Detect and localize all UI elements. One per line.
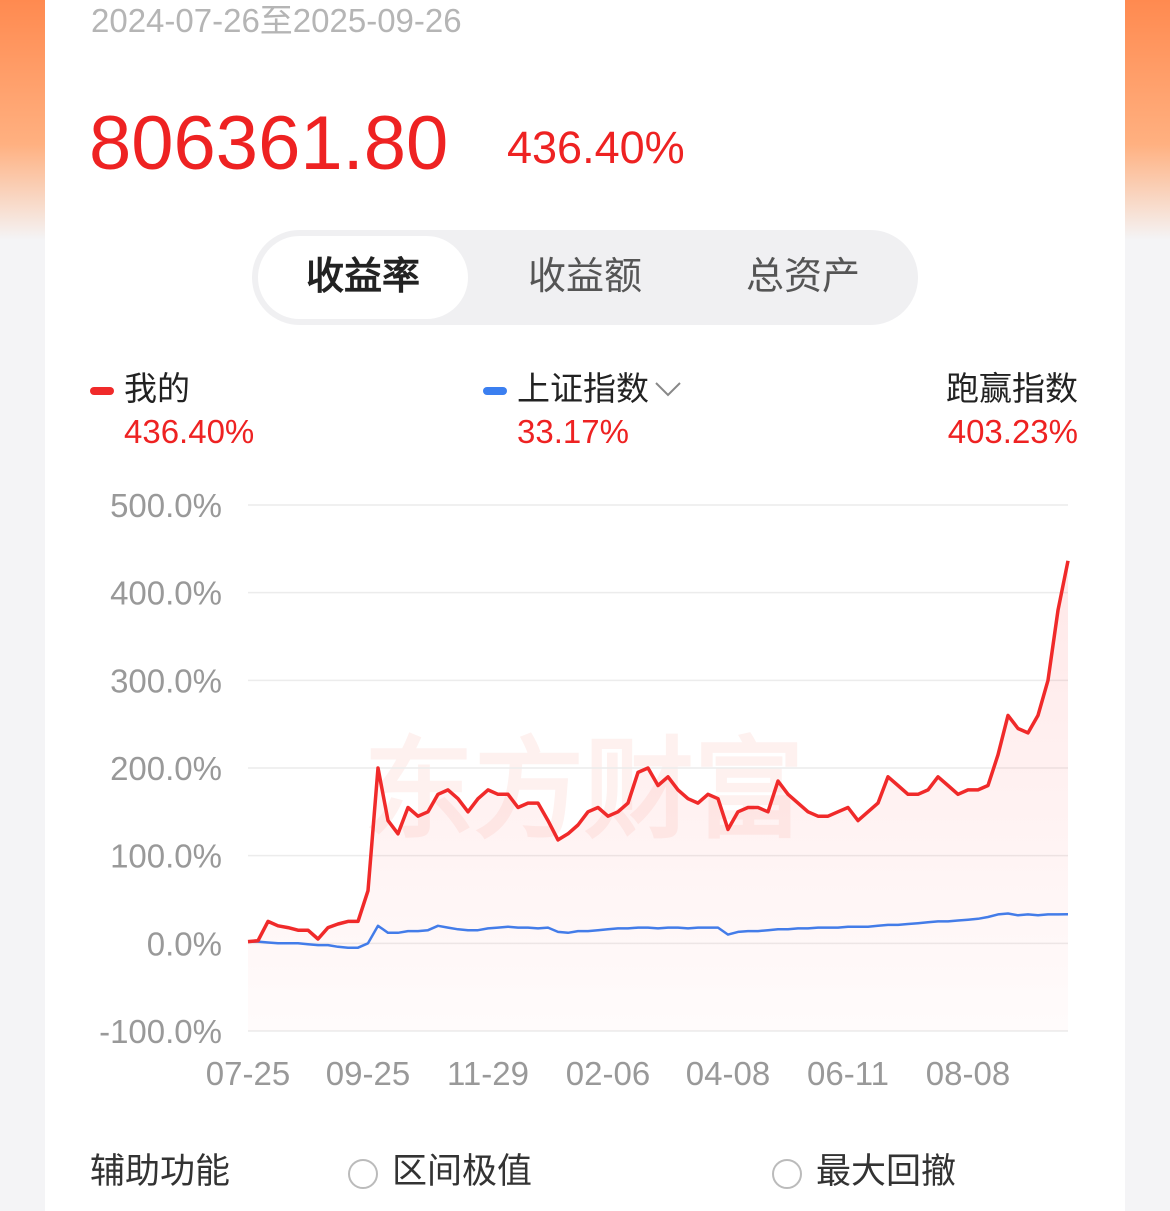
date-range: 2024-07-26至2025-09-26 (91, 2, 462, 39)
tab-bar: 收益率 收益额 总资产 (252, 230, 918, 325)
legend-excess: 跑赢指数 (946, 370, 1078, 407)
legend-mine: 我的 (90, 362, 190, 410)
total-assets: 806361.80 (89, 101, 449, 186)
legend-value: 436.40% (124, 413, 255, 450)
legend-label: 我的 (124, 370, 190, 407)
option-label: 区间极值 (392, 1152, 533, 1191)
option[interactable]: 最大回撤 (772, 1143, 956, 1194)
tab[interactable]: 收益额 (527, 256, 642, 298)
y-tick-label: 300.0% (110, 662, 222, 699)
tab[interactable]: 收益率 (258, 236, 468, 319)
side-decor (0, 0, 45, 240)
x-tick-label: 08-08 (926, 1055, 1010, 1092)
radio[interactable] (348, 1158, 378, 1189)
side-decor (1125, 0, 1170, 240)
total-return: 436.40% (507, 122, 685, 173)
legend-label: 上证指数 (517, 370, 649, 407)
aux-label: 辅助功能 (90, 1152, 231, 1191)
y-tick-label: 100.0% (110, 838, 222, 875)
radio[interactable] (772, 1158, 802, 1189)
legend-swatch (90, 387, 114, 396)
dropdown-icon (655, 382, 681, 397)
legend-index[interactable]: 上证指数 (483, 362, 681, 410)
legend-value: 33.17% (517, 413, 629, 450)
tab[interactable]: 总资产 (745, 256, 860, 298)
x-tick-label: 06-11 (807, 1055, 889, 1092)
line (247, 560, 1070, 944)
y-tick-label: -100.0% (99, 1013, 222, 1050)
y-tick-label: 500.0% (110, 487, 222, 524)
x-tick-label: 07-25 (206, 1055, 290, 1092)
option-label: 最大回撤 (816, 1152, 957, 1191)
legend-value: 403.23% (947, 413, 1078, 450)
x-tick-label: 09-25 (326, 1055, 410, 1092)
x-tick-label: 04-08 (686, 1055, 770, 1092)
x-tick-label: 02-06 (566, 1055, 650, 1092)
y-tick-label: 0.0% (147, 925, 222, 962)
legend-swatch (483, 387, 507, 396)
y-tick-label: 400.0% (110, 575, 222, 612)
area-fill (248, 560, 1068, 1031)
x-tick-label: 11-29 (447, 1055, 529, 1092)
option[interactable]: 区间极值 (348, 1143, 532, 1194)
y-tick-label: 200.0% (110, 750, 222, 787)
